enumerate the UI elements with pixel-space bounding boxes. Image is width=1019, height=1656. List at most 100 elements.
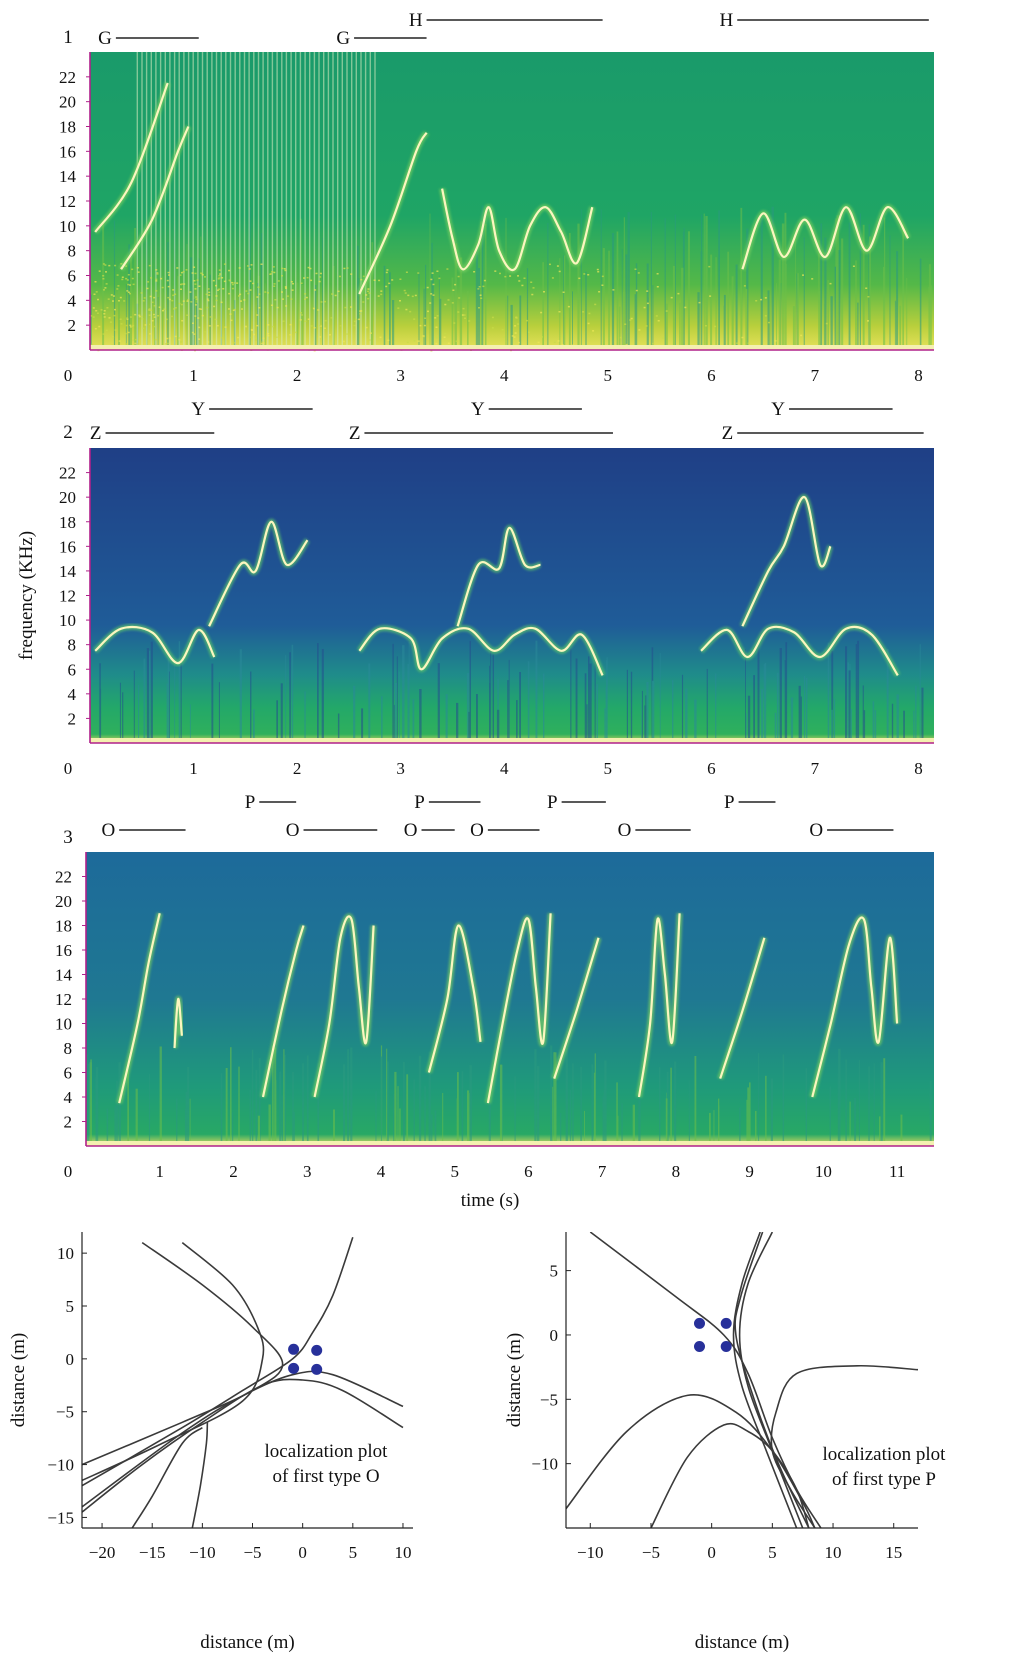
noise-dot — [195, 296, 198, 298]
noise-dot — [323, 327, 326, 329]
noise-streak — [569, 1090, 572, 1146]
noise-dot — [708, 265, 711, 268]
noise-dot — [237, 336, 240, 339]
noise-dot — [270, 272, 273, 275]
noise-streak — [383, 265, 386, 350]
noise-dot — [511, 335, 514, 337]
noise-dot — [305, 296, 308, 299]
noise-streak — [125, 284, 127, 350]
click-line — [187, 52, 190, 350]
noise-streak — [274, 1047, 277, 1146]
noise-dot — [399, 278, 402, 280]
noise-dot — [532, 287, 535, 289]
y-tick-label: −10 — [531, 1455, 558, 1474]
noise-streak — [198, 258, 200, 350]
noise-streak — [161, 276, 164, 350]
noise-streak — [805, 678, 808, 743]
noise-streak — [659, 653, 661, 743]
click-line — [285, 52, 288, 350]
noise-streak — [397, 1086, 399, 1146]
noise-streak — [180, 654, 182, 743]
noise-streak — [535, 640, 538, 743]
noise-streak — [232, 1112, 234, 1146]
call-trace-5 — [427, 924, 482, 1073]
noise-dot — [100, 309, 103, 311]
noise-streak — [285, 655, 287, 743]
noise-dot — [168, 337, 171, 339]
noise-dot — [391, 279, 394, 281]
noise-dot — [127, 274, 130, 276]
noise-dot — [452, 289, 455, 291]
noise-dot — [430, 278, 433, 281]
noise-streak — [304, 691, 306, 743]
noise-dot — [368, 339, 371, 341]
noise-dot — [435, 337, 438, 339]
noise-dot — [530, 281, 533, 283]
noise-dot — [193, 280, 196, 282]
noise-dot — [136, 267, 139, 269]
hyperbola-curves — [566, 1232, 918, 1528]
hyperbola-5 — [770, 1364, 918, 1528]
noise-dot — [551, 277, 554, 279]
noise-dot — [162, 309, 164, 312]
noise-dot — [153, 325, 156, 328]
noise-streak — [218, 682, 220, 743]
noise-dot — [241, 308, 243, 310]
noise-dot — [625, 343, 628, 346]
noise-dot — [463, 314, 466, 316]
noise-streak — [930, 285, 932, 350]
noise-streak — [928, 286, 930, 350]
noise-streak — [688, 1080, 690, 1146]
noise-dot — [353, 324, 356, 327]
noise-dot — [480, 297, 483, 299]
noise-dot — [367, 288, 370, 290]
microphone-marker — [311, 1363, 323, 1375]
noise-streak — [665, 1098, 668, 1146]
noise-dot — [160, 277, 163, 280]
call-trace-1 — [94, 625, 216, 665]
noise-dot — [386, 269, 389, 271]
noise-streak — [113, 220, 116, 350]
noise-streak — [673, 278, 675, 350]
noise-streak — [559, 258, 561, 350]
noise-streak — [781, 223, 785, 350]
noise-streak — [586, 704, 588, 743]
segment-markers: Y Y Y Z Z Z — [90, 399, 924, 444]
noise-streak — [606, 660, 608, 743]
noise-streak — [394, 683, 397, 743]
noise-dot — [319, 272, 322, 275]
noise-streak — [301, 285, 304, 350]
y-tick-label: 14 — [59, 562, 77, 581]
x-tick-label: −15 — [139, 1543, 166, 1562]
call-trace-2 — [173, 997, 183, 1049]
noise-streak — [650, 211, 652, 350]
noise-dot — [167, 342, 170, 345]
click-line — [313, 52, 316, 350]
noise-streak — [434, 1110, 437, 1146]
noise-dot — [478, 286, 481, 288]
noise-streak — [589, 663, 592, 743]
noise-streak — [337, 713, 340, 743]
noise-dot — [231, 283, 234, 286]
click-line — [243, 52, 246, 350]
x-tick-label: 6 — [707, 366, 716, 385]
noise-streak — [703, 213, 705, 350]
noise-dot — [200, 272, 203, 275]
noise-dot — [310, 279, 313, 282]
noise-dot — [424, 317, 427, 319]
noise-streak — [393, 704, 395, 743]
noise-streak — [432, 278, 434, 350]
noise-dot — [118, 300, 120, 302]
noise-streak — [350, 1047, 353, 1146]
x-tick-label: 0 — [64, 366, 73, 385]
noise-streak — [292, 1071, 294, 1146]
noise-dot — [178, 337, 181, 339]
noise-streak — [475, 246, 479, 350]
noise-streak — [621, 1103, 623, 1146]
noise-streak — [848, 222, 851, 350]
noise-dot — [155, 278, 158, 281]
x-tick-label: −5 — [642, 1543, 660, 1562]
noise-streak — [855, 260, 857, 350]
noise-dot — [598, 291, 601, 293]
noise-dot — [499, 272, 501, 275]
